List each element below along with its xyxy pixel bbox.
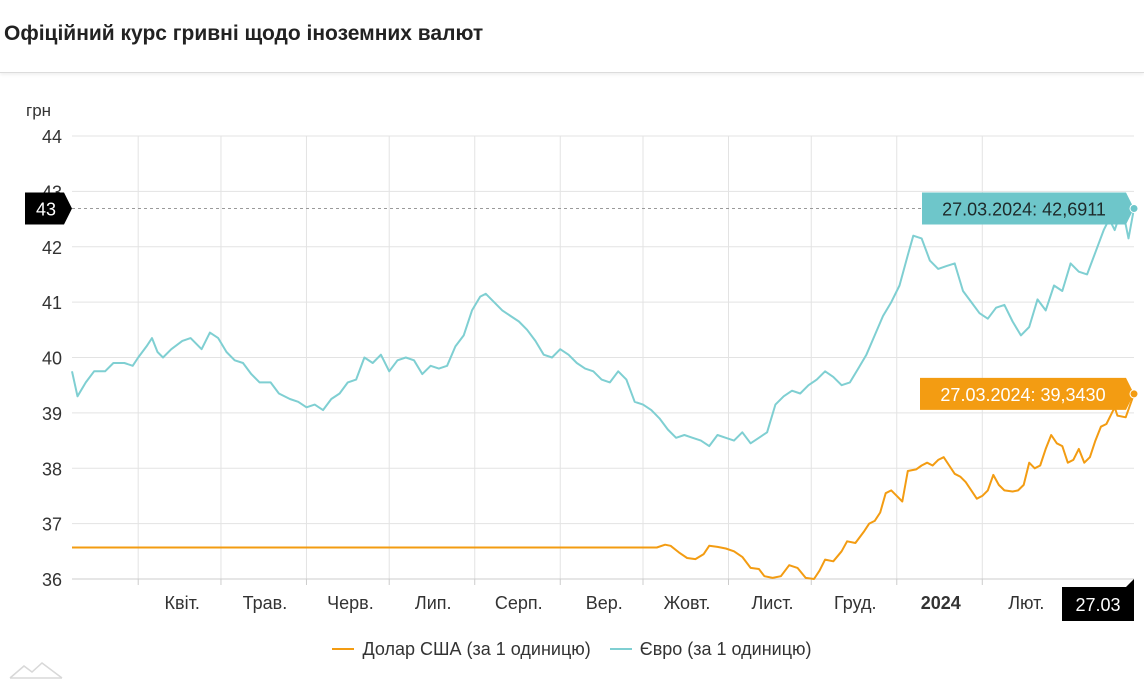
line-chart[interactable]: 36 37 38 39 40 41 42 43 44 грн Квіт. Трав. Черв. Лип.… [0, 76, 1144, 636]
series-line-eur [71, 208, 1135, 448]
x-tick-label: Черв. [327, 593, 374, 613]
x-tick-label: Лип. [415, 593, 452, 613]
chart-title: Офіційний курс гривні щодо іноземних вал… [4, 22, 484, 45]
y-tick-label: 39 [42, 404, 62, 424]
chart-legend: Долар США (за 1 одиницю) Євро (за 1 один… [0, 634, 1144, 660]
y-tick-label: 37 [42, 515, 62, 535]
chart-header: Офіційний курс гривні щодо іноземних вал… [0, 0, 1144, 73]
crosshair-y-marker [25, 192, 72, 225]
y-axis-label: грн [26, 101, 51, 120]
eur-swatch [609, 648, 632, 650]
x-tick-label: Квіт. [165, 593, 200, 613]
series-line-usd [72, 393, 1135, 580]
value-callout-eur [922, 192, 1134, 225]
x-tick-label: 2024 [921, 593, 961, 613]
legend-label-usd: Долар США (за 1 одиницю) [362, 638, 591, 659]
y-tick-label: 44 [42, 127, 62, 147]
x-tick-label: Лист. [751, 593, 793, 613]
x-tick-label: Серп. [495, 593, 543, 613]
value-callout-label-usd: 27.03.2024: 39,3430 [940, 385, 1105, 405]
x-tick-label: Трав. [243, 593, 288, 613]
x-tick-label: Груд. [834, 593, 876, 613]
legend-label-eur: Євро (за 1 одиницю) [639, 638, 812, 659]
x-tick-label: Жовт. [664, 593, 711, 613]
last-point-usd [1129, 389, 1139, 399]
x-tick-label: Лют. [1008, 593, 1044, 613]
value-callout-label-eur: 27.03.2024: 42,6911 [942, 199, 1106, 219]
crosshair-x-label: 27.03 [1075, 595, 1120, 615]
y-tick-label: 38 [42, 459, 62, 479]
mountain-logo-icon [9, 662, 63, 679]
last-point-eur [1129, 203, 1139, 213]
x-tick-label: Вер. [586, 593, 623, 613]
y-tick-label: 41 [42, 293, 62, 313]
legend-item-eur[interactable]: Євро (за 1 одиницю) [609, 638, 812, 660]
y-tick-label: 36 [42, 570, 62, 590]
legend-item-usd[interactable]: Долар США (за 1 одиницю) [332, 638, 591, 660]
y-tick-label: 40 [42, 349, 62, 369]
crosshair-x-marker [1062, 579, 1134, 621]
usd-swatch [332, 648, 355, 650]
y-tick-label: 42 [42, 238, 62, 258]
crosshair-y-label: 43 [36, 199, 56, 219]
value-callout-usd [920, 377, 1134, 410]
